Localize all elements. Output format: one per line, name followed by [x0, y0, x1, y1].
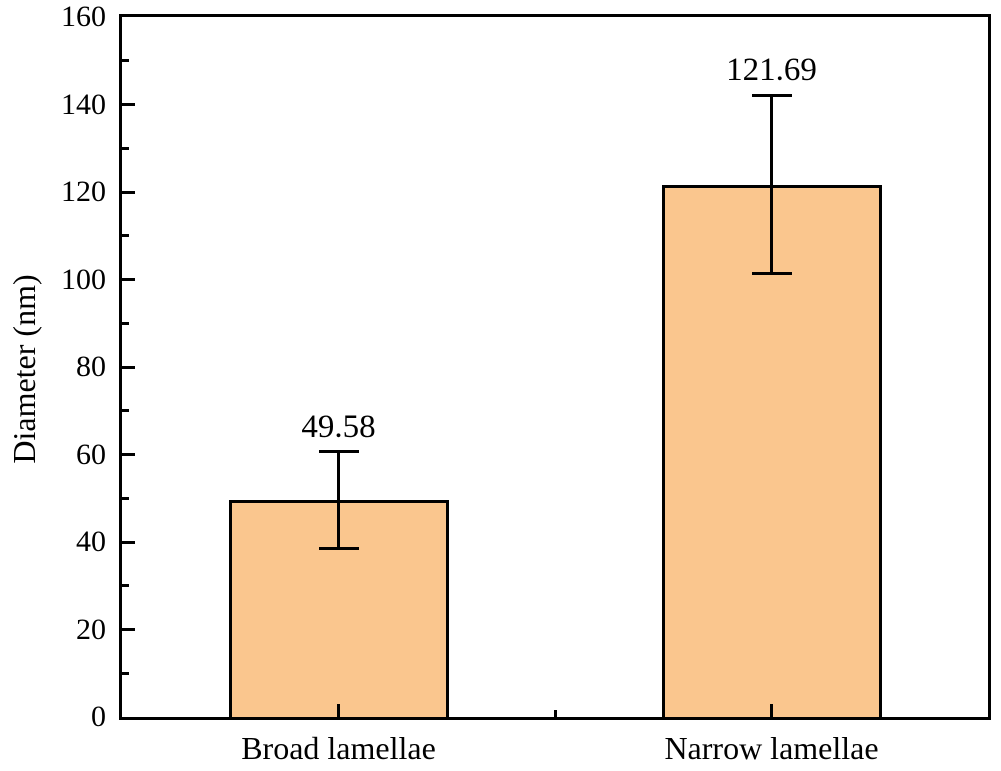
y-axis-tick-label: 60 [76, 437, 106, 471]
y-axis-major-tick [122, 278, 135, 281]
y-axis-minor-tick [122, 584, 129, 588]
y-axis-tick-label: 100 [61, 262, 106, 296]
y-axis-major-tick [122, 453, 135, 456]
y-axis-major-tick [122, 190, 135, 194]
error-bar-line [770, 95, 773, 274]
plot-area [119, 14, 991, 720]
error-bar-cap-top [318, 450, 359, 454]
y-axis-tick-label: 160 [61, 0, 106, 33]
y-axis-minor-tick [122, 496, 129, 500]
y-axis-tick-label: 0 [91, 700, 106, 733]
y-axis-minor-tick [122, 321, 129, 325]
y-axis-tick-label: 120 [61, 175, 106, 208]
x-axis-category-label: Narrow lamellae [664, 730, 879, 766]
y-axis-tick-label: 20 [76, 612, 106, 646]
x-axis-category-label: Broad lamellae [241, 730, 436, 766]
x-axis-major-tick [770, 704, 773, 717]
bar-value-label: 49.58 [301, 408, 376, 445]
y-axis-minor-tick [122, 146, 129, 150]
y-axis-minor-tick [122, 409, 129, 413]
y-axis-tick-label: 80 [76, 350, 106, 383]
y-axis-major-tick [122, 365, 135, 369]
error-bar-line [337, 451, 340, 549]
error-bar-cap-bottom [751, 272, 792, 276]
x-axis-major-tick [337, 704, 340, 717]
error-bar-cap-bottom [318, 546, 359, 550]
error-bar-cap-top [751, 93, 792, 97]
y-axis-tick-label: 40 [76, 525, 106, 558]
y-axis-minor-tick [122, 59, 129, 63]
y-axis-major-tick [122, 628, 135, 631]
y-axis-tick-label: 140 [61, 87, 106, 121]
y-axis-minor-tick [122, 671, 129, 675]
bar-value-label: 121.69 [726, 52, 817, 89]
y-axis-minor-tick [122, 234, 129, 238]
x-axis-minor-tick [553, 710, 557, 717]
y-axis-major-tick [122, 540, 135, 544]
y-axis-major-tick [122, 103, 135, 106]
